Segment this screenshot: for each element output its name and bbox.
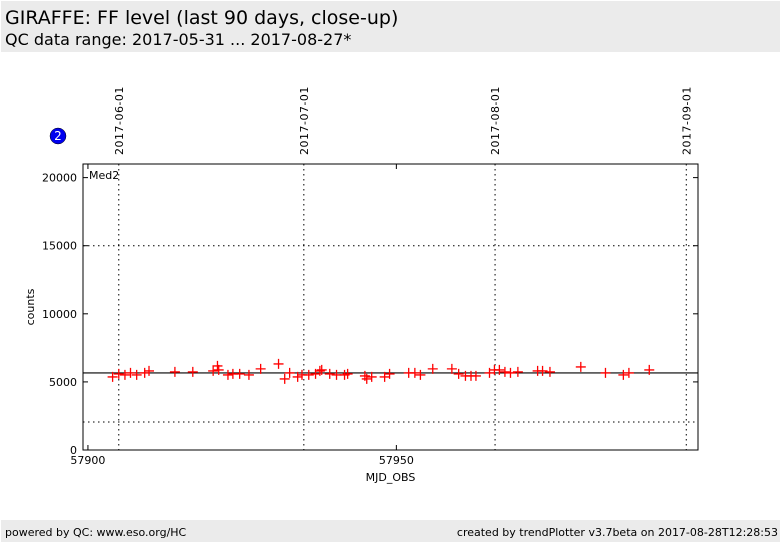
data-point [213,364,224,375]
x-axis-label: MJD_OBS [366,471,416,484]
data-point [409,367,420,378]
data-point [255,363,266,374]
data-point [453,368,464,379]
data-point [234,368,245,379]
data-point [144,365,155,376]
data-point [119,369,130,380]
x-tick-label: 57900 [70,454,105,467]
footer-powered-by: powered by QC: www.eso.org/HC [5,526,187,539]
data-point [384,368,395,379]
data-point [284,367,295,378]
data-point [222,369,233,380]
badge-circle [49,127,67,145]
page-subtitle: QC data range: 2017-05-31 ... 2017-08-27… [5,30,352,49]
badge-number: 2 [54,129,62,143]
data-point [366,371,377,382]
data-point [208,365,219,376]
data-point [544,366,555,377]
data-point [600,367,611,378]
data-point [324,368,335,379]
page-title: GIRAFFE: FF level (last 90 days, close-u… [5,7,399,29]
data-point [575,361,586,372]
y-axis-label: counts [24,288,37,325]
data-point [125,367,136,378]
data-point [279,373,290,384]
series-annotation: Med2 [89,169,119,182]
data-point [470,370,481,381]
data-point [623,367,634,378]
date-label: 2017-06-01 [113,86,126,155]
data-point [499,366,510,377]
data-point [243,369,254,380]
data-point [139,367,150,378]
data-point [212,360,223,371]
date-label: 2017-07-01 [298,86,311,155]
y-tick-label: 5000 [49,376,77,389]
data-point [644,364,655,375]
y-tick-label: 10000 [42,308,77,321]
header-bar: GIRAFFE: FF level (last 90 days, close-u… [1,1,780,52]
data-point [512,366,523,377]
y-tick-label: 15000 [42,240,77,253]
y-tick-label: 0 [70,444,77,457]
data-point [618,369,629,380]
footer-created-by: created by trendPlotter v3.7beta on 2017… [456,526,778,539]
data-point [113,368,124,379]
footer-bar: powered by QC: www.eso.org/HC created by… [1,520,780,542]
data-point [314,365,325,376]
data-point [303,369,314,380]
data-point [446,363,457,374]
data-point [494,364,505,375]
data-point [292,371,303,382]
data-point [505,367,516,378]
data-point [169,366,180,377]
data-point [316,364,327,375]
data-point [537,365,548,376]
date-label: 2017-08-01 [489,86,502,155]
plot-frame [82,163,699,451]
data-point [187,366,198,377]
data-point [107,371,118,382]
data-point [342,368,353,379]
x-tick-label: 57950 [379,454,414,467]
data-point [427,363,438,374]
data-point [131,369,142,380]
date-label: 2017-09-01 [680,86,693,155]
y-tick-label: 20000 [42,172,77,185]
data-point [415,369,426,380]
data-point [273,358,284,369]
data-point [361,373,372,384]
